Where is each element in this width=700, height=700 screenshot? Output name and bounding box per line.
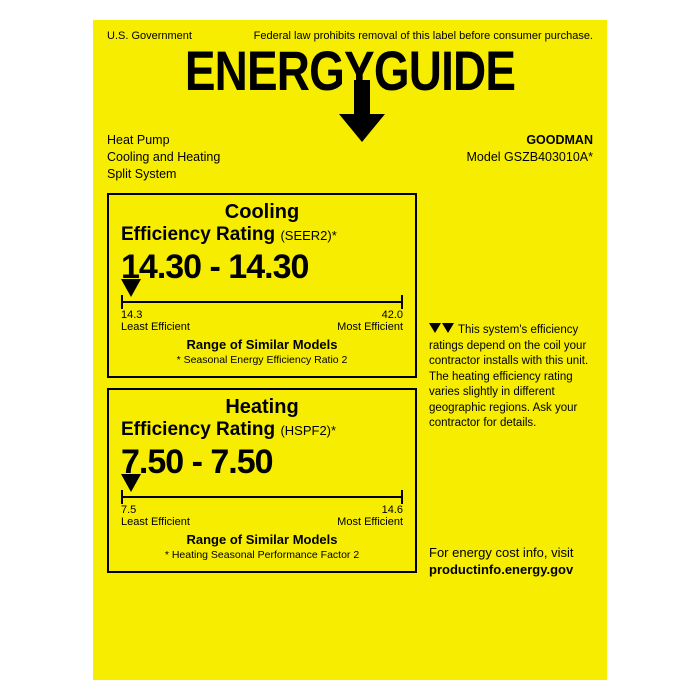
cooling-title: Cooling [121, 201, 403, 224]
product-line2: Cooling and Heating [107, 149, 220, 166]
heating-min-val: 7.5 [121, 504, 190, 516]
heating-min-lbl: Least Efficient [121, 516, 190, 528]
cooling-range-text: Range of Similar Models [121, 337, 403, 352]
cost-info-line: For energy cost info, visit [429, 544, 593, 562]
side-column: This system's efficiency ratings depend … [417, 193, 593, 583]
rating-boxes: Cooling Efficiency Rating (SEER2)* 14.30… [107, 193, 417, 583]
side-note-text: This system's efficiency ratings depend … [429, 324, 588, 429]
brand: GOODMAN [467, 132, 593, 149]
side-note: This system's efficiency ratings depend … [429, 323, 593, 432]
cooling-min-lbl: Least Efficient [121, 321, 190, 333]
heating-max-val: 14.6 [337, 504, 403, 516]
heating-title: Heating [121, 396, 403, 419]
cooling-max-lbl: Most Efficient [337, 321, 403, 333]
cooling-scale: 14.3 Least Efficient 42.0 Most Efficient [121, 289, 403, 333]
heating-scale-line [121, 496, 403, 498]
cost-info: For energy cost info, visit productinfo.… [429, 544, 593, 579]
cooling-subtitle: Efficiency Rating (SEER2)* [121, 224, 403, 246]
model-row: Model GSZB403010A* [467, 149, 593, 166]
product-type: Heat Pump Cooling and Heating Split Syst… [107, 132, 220, 183]
cooling-sub-text: Efficiency Rating [121, 224, 275, 245]
heating-max-lbl: Most Efficient [337, 516, 403, 528]
heating-scale: 7.5 Least Efficient 14.6 Most Efficient [121, 484, 403, 528]
heating-range-text: Range of Similar Models [121, 532, 403, 547]
heating-metric: (HSPF2)* [280, 423, 336, 438]
cooling-max: 42.0 Most Efficient [337, 309, 403, 333]
cooling-box: Cooling Efficiency Rating (SEER2)* 14.30… [107, 193, 417, 378]
heating-subtitle: Efficiency Rating (HSPF2)* [121, 419, 403, 441]
cooling-scale-line [121, 301, 403, 303]
cooling-metric: (SEER2)* [280, 228, 336, 243]
logo-arrow-icon [337, 80, 387, 144]
logo-wrap: ENERGYGUIDE [107, 46, 593, 96]
cooling-tick-right [401, 295, 403, 309]
heating-value: 7.50 - 7.50 [121, 443, 403, 482]
model-number: GSZB403010A* [504, 150, 593, 164]
cooling-footnote: * Seasonal Energy Efficiency Ratio 2 [121, 354, 403, 366]
cooling-tick-left [121, 295, 123, 309]
main-area: Cooling Efficiency Rating (SEER2)* 14.30… [107, 193, 593, 583]
heating-tick-right [401, 490, 403, 504]
heating-min: 7.5 Least Efficient [121, 504, 190, 528]
heating-footnote: * Heating Seasonal Performance Factor 2 [121, 549, 403, 561]
energy-guide-label: U.S. Government Federal law prohibits re… [93, 20, 607, 680]
heating-max: 14.6 Most Efficient [337, 504, 403, 528]
cooling-min: 14.3 Least Efficient [121, 309, 190, 333]
heating-sub-text: Efficiency Rating [121, 419, 275, 440]
cost-info-url: productinfo.energy.gov [429, 562, 573, 577]
cooling-value: 14.30 - 14.30 [121, 248, 403, 287]
gov-text: U.S. Government [107, 30, 192, 42]
model-label: Model [467, 150, 501, 164]
heating-tick-left [121, 490, 123, 504]
product-line1: Heat Pump [107, 132, 220, 149]
product-line3: Split System [107, 166, 220, 183]
product-model: GOODMAN Model GSZB403010A* [467, 132, 593, 183]
cooling-min-val: 14.3 [121, 309, 190, 321]
cooling-pointer-icon [121, 279, 141, 297]
heating-box: Heating Efficiency Rating (HSPF2)* 7.50 … [107, 388, 417, 573]
note-arrow-icon [429, 323, 455, 339]
cooling-max-val: 42.0 [337, 309, 403, 321]
heating-pointer-icon [121, 474, 141, 492]
